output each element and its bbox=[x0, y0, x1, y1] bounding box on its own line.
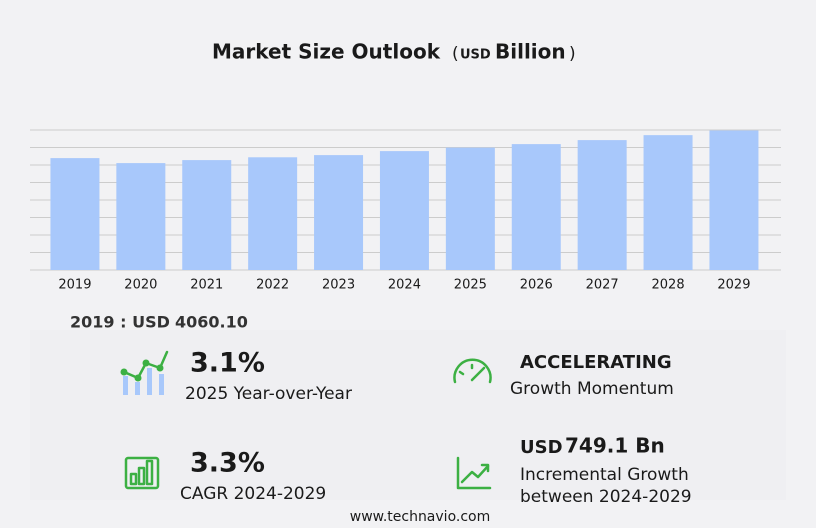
summary-value: 4060.10 bbox=[175, 313, 248, 332]
x-tick-label: 2029 bbox=[717, 278, 750, 293]
kpi-prefix: USD bbox=[520, 437, 563, 458]
bar bbox=[577, 140, 627, 270]
kpi-panel bbox=[30, 330, 786, 500]
chart-title: Market Size Outlook bbox=[212, 40, 441, 64]
chart-icon bbox=[124, 456, 160, 490]
x-tick-label: 2028 bbox=[652, 278, 685, 293]
gauge-icon bbox=[453, 358, 492, 384]
kpi-value: 3.3% bbox=[190, 448, 265, 479]
unit-paren: ) bbox=[569, 44, 576, 64]
kpi-label: CAGR 2024-2029 bbox=[180, 484, 326, 504]
unit-paren: ( bbox=[452, 44, 459, 64]
x-tick-label: 2027 bbox=[586, 278, 619, 293]
kpi-value: 3.1% bbox=[190, 348, 265, 379]
bar bbox=[182, 160, 232, 270]
x-tick-label: 2026 bbox=[520, 278, 553, 293]
unit-currency: USD bbox=[460, 48, 491, 63]
x-tick-label: 2020 bbox=[124, 278, 157, 293]
kpi-label: between 2024-2029 bbox=[520, 487, 692, 507]
bar bbox=[248, 157, 298, 270]
bar bbox=[511, 144, 561, 270]
kpi-label: Incremental Growth bbox=[520, 465, 689, 485]
summary-label: 2019 : USD bbox=[70, 313, 170, 332]
footer: www.technavio.com bbox=[350, 509, 491, 525]
trend-icon bbox=[456, 456, 492, 490]
x-tick-label: 2022 bbox=[256, 278, 289, 293]
x-tick-label: 2023 bbox=[322, 278, 355, 293]
kpi-label: Growth Momentum bbox=[510, 379, 674, 399]
kpi-value: 749.1 Bn bbox=[565, 434, 665, 458]
bar bbox=[643, 135, 693, 270]
x-tick-label: 2019 bbox=[58, 278, 91, 293]
kpi-value: ACCELERATING bbox=[520, 352, 672, 373]
unit-label: Billion bbox=[495, 40, 566, 64]
x-tick-label: 2021 bbox=[190, 278, 223, 293]
kpi-label: 2025 Year-over-Year bbox=[185, 384, 352, 404]
x-tick-label: 2024 bbox=[388, 278, 421, 293]
bar bbox=[116, 163, 166, 270]
bar bbox=[50, 158, 100, 270]
x-tick-label: 2025 bbox=[454, 278, 487, 293]
bar bbox=[379, 151, 429, 270]
growth-icon bbox=[120, 350, 169, 395]
bar bbox=[445, 147, 495, 270]
bar bbox=[314, 155, 364, 270]
bar bbox=[709, 130, 759, 270]
